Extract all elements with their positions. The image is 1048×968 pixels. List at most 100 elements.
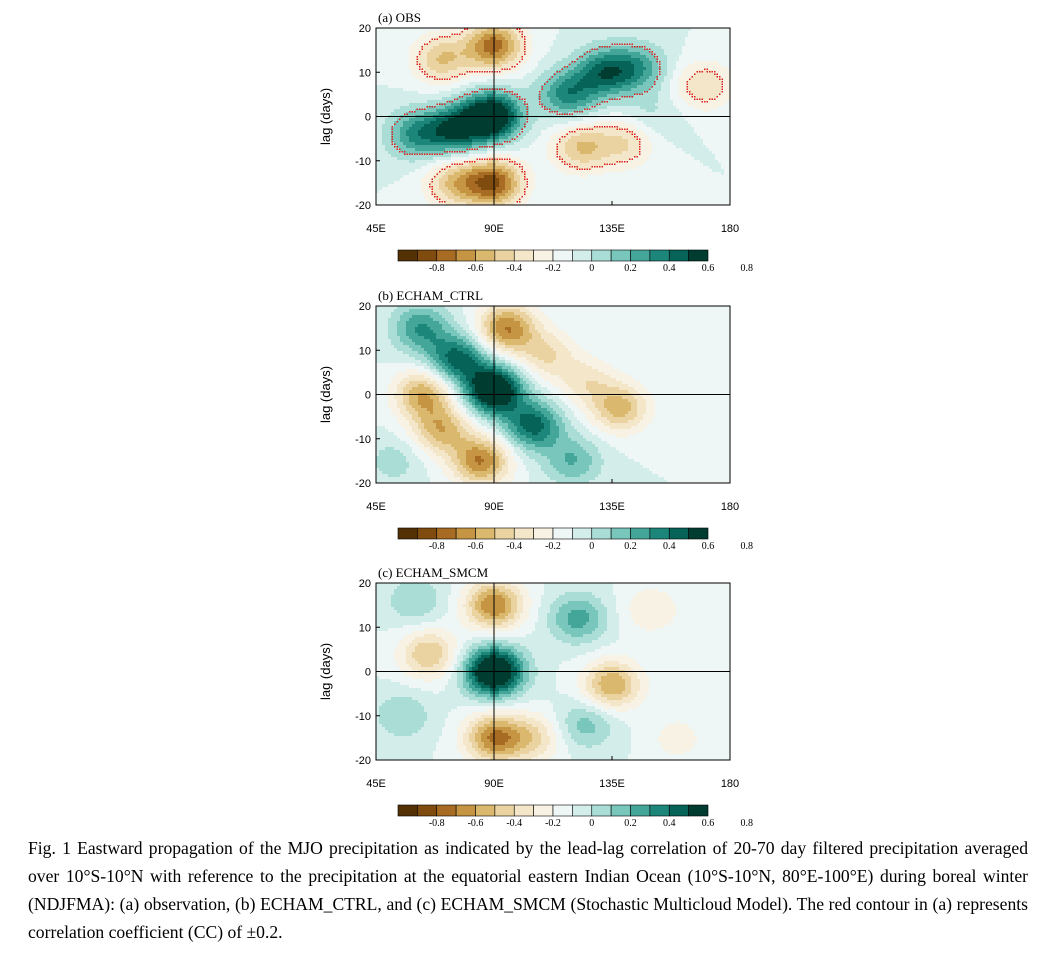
- contour-positive: [396, 146, 398, 148]
- contour-negative: [626, 161, 628, 163]
- contour-negative: [459, 33, 461, 35]
- contour-positive: [396, 148, 398, 150]
- contour-positive: [556, 113, 558, 115]
- contour-positive: [404, 113, 406, 115]
- contour-negative: [439, 198, 441, 200]
- contour-negative: [714, 71, 716, 73]
- contour-negative: [639, 143, 641, 145]
- contour-positive: [546, 108, 548, 110]
- contour-positive: [484, 146, 486, 148]
- x-tick-label: 180: [721, 778, 739, 790]
- contour-negative: [506, 158, 508, 160]
- y-tick-label: 10: [359, 67, 371, 79]
- contour-cc-0.2: [391, 28, 723, 203]
- contour-negative: [721, 83, 723, 85]
- contour-negative: [634, 133, 636, 135]
- colorbar-swatch: [552, 249, 573, 262]
- contour-negative: [464, 28, 466, 30]
- contour-positive: [544, 108, 546, 110]
- contour-negative: [431, 188, 433, 190]
- colorbar-tick-label: -0.2: [545, 541, 561, 552]
- contour-positive: [441, 103, 443, 105]
- contour-positive: [604, 46, 606, 48]
- y-tick-label: 20: [359, 23, 371, 35]
- contour-negative: [521, 56, 523, 58]
- contour-positive: [564, 66, 566, 68]
- contour-positive: [509, 91, 511, 93]
- contour-negative: [561, 158, 563, 160]
- contour-positive: [391, 128, 393, 130]
- contour-negative: [584, 128, 586, 130]
- contour-positive: [431, 153, 433, 155]
- contour-negative: [596, 166, 598, 168]
- contour-negative: [591, 166, 593, 168]
- contour-negative: [516, 163, 518, 165]
- contour-negative: [524, 191, 526, 193]
- colorbar-swatch: [668, 249, 689, 262]
- contour-negative: [561, 161, 563, 163]
- contour-negative: [484, 71, 486, 73]
- contour-positive: [391, 131, 393, 133]
- panel-title: (c) ECHAM_SMCM: [378, 565, 489, 580]
- contour-positive: [501, 143, 503, 145]
- contour-negative: [504, 158, 506, 160]
- contour-negative: [716, 73, 718, 75]
- contour-positive: [394, 123, 396, 125]
- panel-obs: (a) OBS 45E 90E 135E 180 20 10 0 -10 -20 lag (days…: [318, 10, 753, 274]
- contour-positive: [449, 151, 451, 153]
- contour-negative: [521, 168, 523, 170]
- contour-positive: [391, 138, 393, 140]
- colorbar-tick-label: 0.2: [624, 541, 637, 552]
- y-axis-label: lag (days): [318, 643, 333, 700]
- contour-negative: [721, 88, 723, 90]
- contour-positive: [431, 106, 433, 108]
- contour-positive: [559, 71, 561, 73]
- contour-positive: [519, 98, 521, 100]
- x-tick-label: 180: [721, 501, 739, 513]
- contour-negative: [441, 78, 443, 80]
- contour-positive: [479, 88, 481, 90]
- contour-negative: [434, 193, 436, 195]
- contour-negative: [569, 163, 571, 165]
- contour-negative: [609, 126, 611, 128]
- colorbar-swatch: [397, 249, 418, 262]
- colorbar-swatch: [494, 804, 515, 817]
- contour-positive: [481, 146, 483, 148]
- contour-positive: [406, 113, 408, 115]
- contour-negative: [494, 71, 496, 73]
- contour-positive: [411, 153, 413, 155]
- contour-positive: [494, 88, 496, 90]
- contour-positive: [461, 96, 463, 98]
- contour-positive: [394, 143, 396, 145]
- contour-negative: [704, 101, 706, 103]
- contour-negative: [561, 136, 563, 138]
- contour-negative: [566, 163, 568, 165]
- contour-positive: [649, 48, 651, 50]
- contour-positive: [654, 56, 656, 58]
- contour-positive: [654, 53, 656, 55]
- contour-positive: [651, 51, 653, 53]
- contour-negative: [516, 201, 518, 203]
- contour-positive: [544, 106, 546, 108]
- contour-positive: [509, 141, 511, 143]
- contour-negative: [431, 186, 433, 188]
- colorbar-swatch: [688, 249, 709, 262]
- contour-positive: [556, 111, 558, 113]
- contour-negative: [716, 96, 718, 98]
- contour-positive: [521, 98, 523, 100]
- contour-negative: [624, 161, 626, 163]
- contour-negative: [519, 61, 521, 63]
- contour-negative: [601, 126, 603, 128]
- colorbar-swatch: [630, 804, 651, 817]
- contour-negative: [569, 131, 571, 133]
- contour-negative: [496, 158, 498, 160]
- contour-positive: [646, 48, 648, 50]
- colorbar-swatch: [649, 527, 670, 540]
- contour-negative: [701, 98, 703, 100]
- contour-negative: [699, 98, 701, 100]
- contour-positive: [451, 151, 453, 153]
- contour-negative: [609, 163, 611, 165]
- contour-negative: [589, 128, 591, 130]
- contour-positive: [659, 71, 661, 73]
- contour-positive: [519, 133, 521, 135]
